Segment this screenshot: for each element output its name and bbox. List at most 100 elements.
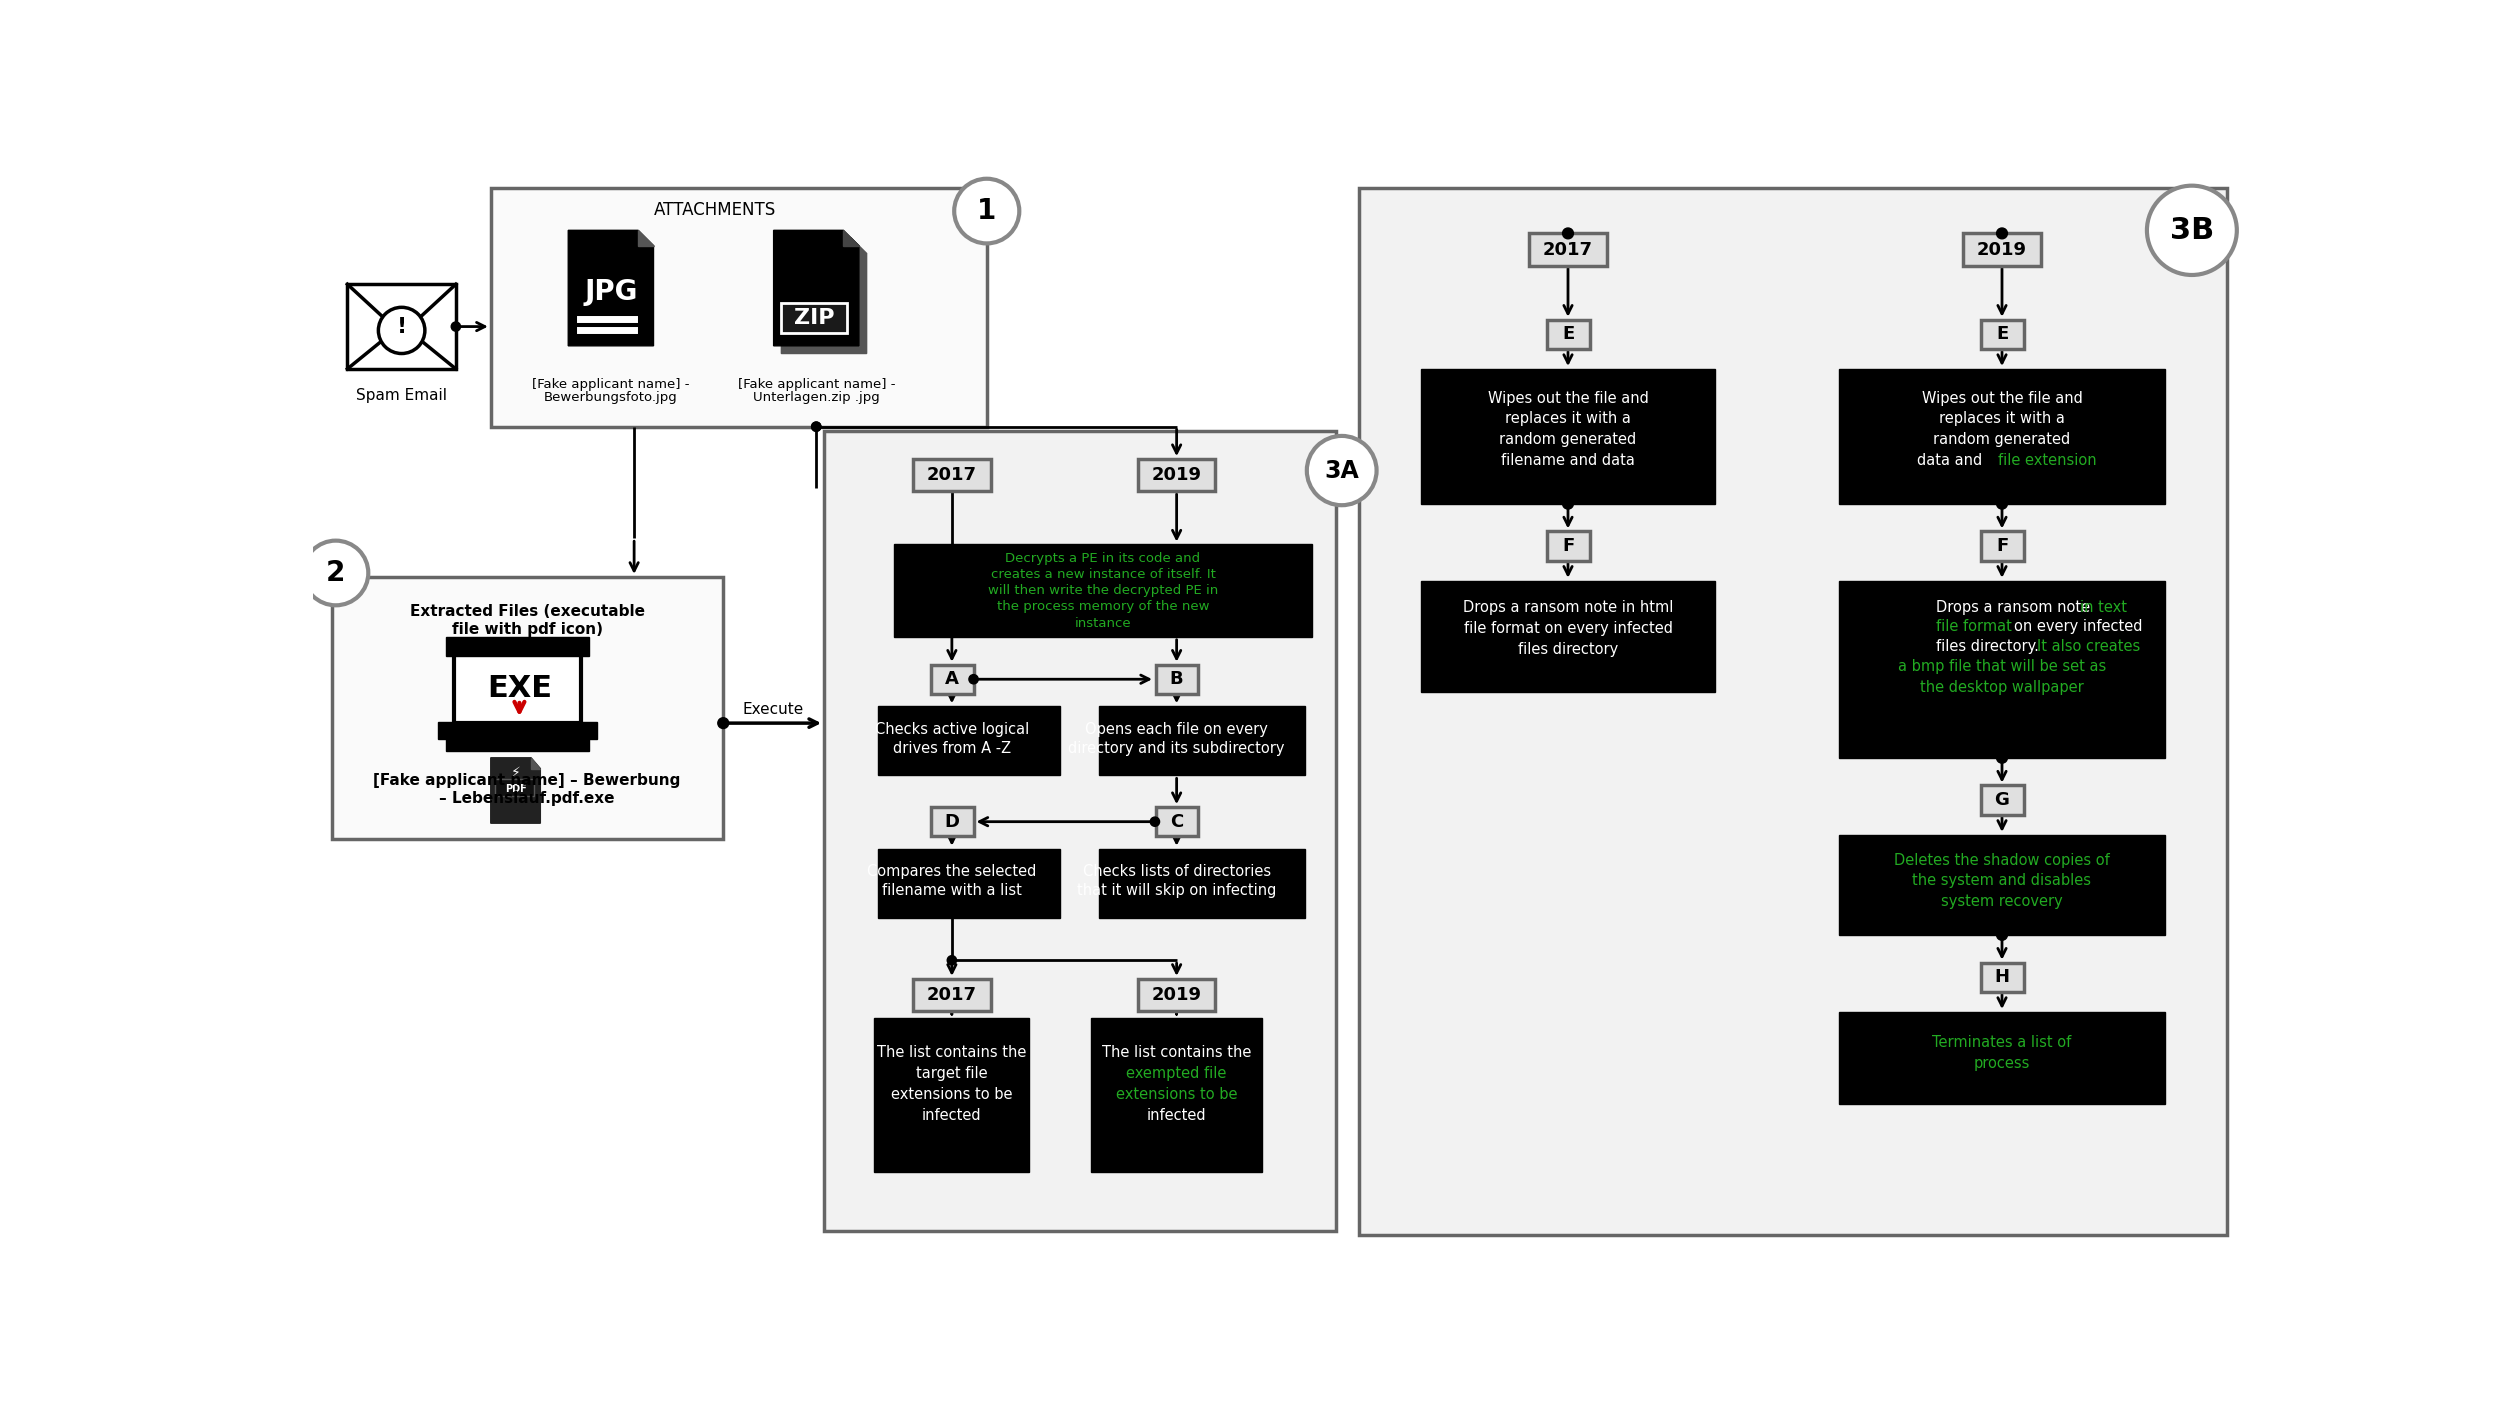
Text: replaces it with a: replaces it with a <box>1505 412 1630 426</box>
Text: JPG: JPG <box>585 278 638 307</box>
Text: ZIP: ZIP <box>792 308 835 328</box>
Circle shape <box>302 541 368 606</box>
Text: Checks lists of directories: Checks lists of directories <box>1082 865 1270 879</box>
Text: B: B <box>1170 671 1182 688</box>
Text: – Lebenslauf.pdf.exe: – Lebenslauf.pdf.exe <box>440 792 615 806</box>
Polygon shape <box>638 231 652 246</box>
Text: file format: file format <box>1935 620 2012 634</box>
Bar <box>445 737 590 751</box>
Text: Drops a ransom note: Drops a ransom note <box>1935 600 2090 614</box>
Text: process: process <box>1975 1056 2030 1071</box>
Circle shape <box>1308 436 1378 505</box>
Bar <box>1420 368 1715 503</box>
Text: Drops a ransom note in html: Drops a ransom note in html <box>1462 600 1673 614</box>
Text: ATTACHMENTS: ATTACHMENTS <box>655 201 778 218</box>
Text: H: H <box>1995 969 2010 986</box>
Text: C: C <box>1170 813 1182 831</box>
Text: the process memory of the new: the process memory of the new <box>998 600 1210 613</box>
Text: E: E <box>1562 325 1575 343</box>
Text: Opens each file on every: Opens each file on every <box>1085 721 1268 737</box>
Polygon shape <box>772 231 860 346</box>
Text: It also creates: It also creates <box>2037 638 2140 654</box>
Text: a bmp file that will be set as: a bmp file that will be set as <box>1898 659 2105 675</box>
Text: drives from A -Z: drives from A -Z <box>892 741 1010 756</box>
Text: file extension: file extension <box>1998 453 2098 468</box>
Circle shape <box>1562 498 1572 509</box>
Circle shape <box>812 422 820 432</box>
Text: PDF: PDF <box>505 783 528 793</box>
Text: file with pdf icon): file with pdf icon) <box>452 621 602 637</box>
Bar <box>1420 581 1715 692</box>
Text: Extracted Files (executable: Extracted Files (executable <box>410 605 645 619</box>
Circle shape <box>1998 752 2008 763</box>
Text: directory and its subdirectory: directory and its subdirectory <box>1068 741 1285 756</box>
Bar <box>452 654 582 723</box>
Bar <box>782 304 848 333</box>
Text: ⚡: ⚡ <box>510 766 520 780</box>
Bar <box>490 188 988 426</box>
Circle shape <box>1998 498 2008 509</box>
Bar <box>1548 531 1590 561</box>
Circle shape <box>812 422 820 432</box>
Text: files directory: files directory <box>1518 641 1618 657</box>
Text: E: E <box>1995 325 2008 343</box>
Text: EXE: EXE <box>488 673 552 703</box>
Text: 1: 1 <box>978 197 998 225</box>
Text: will then write the decrypted PE in: will then write the decrypted PE in <box>988 583 1218 598</box>
Text: Deletes the shadow copies of: Deletes the shadow copies of <box>1895 852 2110 868</box>
Bar <box>912 979 990 1011</box>
Bar <box>1155 665 1198 693</box>
Text: files directory.: files directory. <box>1935 638 2040 654</box>
Text: in text: in text <box>2080 600 2128 614</box>
Bar <box>1840 581 2165 758</box>
Circle shape <box>948 956 958 965</box>
Text: A: A <box>945 671 960 688</box>
Circle shape <box>1998 228 2008 239</box>
Circle shape <box>955 179 1020 243</box>
Text: 3A: 3A <box>1325 458 1360 482</box>
Text: 2017: 2017 <box>1542 240 1592 259</box>
Bar <box>1980 786 2022 814</box>
Bar <box>1138 458 1215 491</box>
Text: The list contains the: The list contains the <box>878 1045 1028 1060</box>
Polygon shape <box>530 758 540 769</box>
Text: extensions to be: extensions to be <box>1115 1087 1238 1102</box>
Bar <box>912 458 990 491</box>
Circle shape <box>718 717 728 728</box>
Text: data and: data and <box>1918 453 1982 468</box>
Text: 2019: 2019 <box>1152 467 1202 484</box>
Text: Wipes out the file and: Wipes out the file and <box>1922 391 2082 406</box>
Bar <box>1840 1012 2165 1104</box>
Bar <box>495 779 535 796</box>
Text: [Fake applicant name] – Bewerbung: [Fake applicant name] – Bewerbung <box>372 773 680 789</box>
Text: Decrypts a PE in its code and: Decrypts a PE in its code and <box>1005 551 1200 565</box>
Text: random generated: random generated <box>1932 432 2070 447</box>
Text: infected: infected <box>922 1108 982 1122</box>
Text: Spam Email: Spam Email <box>355 388 447 404</box>
Text: F: F <box>1995 537 2008 555</box>
Text: system recovery: system recovery <box>1940 894 2062 910</box>
Bar <box>1548 319 1590 349</box>
Bar <box>930 807 972 837</box>
Bar <box>438 721 598 738</box>
Circle shape <box>378 308 425 353</box>
Text: infected: infected <box>1148 1108 1208 1122</box>
Circle shape <box>450 322 460 332</box>
Bar <box>1360 188 2228 1234</box>
Polygon shape <box>490 758 540 824</box>
Bar <box>332 576 722 838</box>
Bar <box>878 706 1060 776</box>
Bar <box>1840 368 2165 503</box>
Text: Wipes out the file and: Wipes out the file and <box>1488 391 1648 406</box>
Bar <box>825 430 1335 1232</box>
Text: [Fake applicant name] -: [Fake applicant name] - <box>532 378 690 391</box>
Text: the desktop wallpaper: the desktop wallpaper <box>1920 681 2085 695</box>
Polygon shape <box>568 231 652 346</box>
Circle shape <box>1998 929 2008 941</box>
Text: [Fake applicant name] -: [Fake applicant name] - <box>738 378 895 391</box>
Bar <box>445 637 590 657</box>
Text: the system and disables: the system and disables <box>1912 873 2092 889</box>
Text: Compares the selected: Compares the selected <box>867 865 1038 879</box>
Polygon shape <box>842 231 860 246</box>
Bar <box>878 849 1060 918</box>
